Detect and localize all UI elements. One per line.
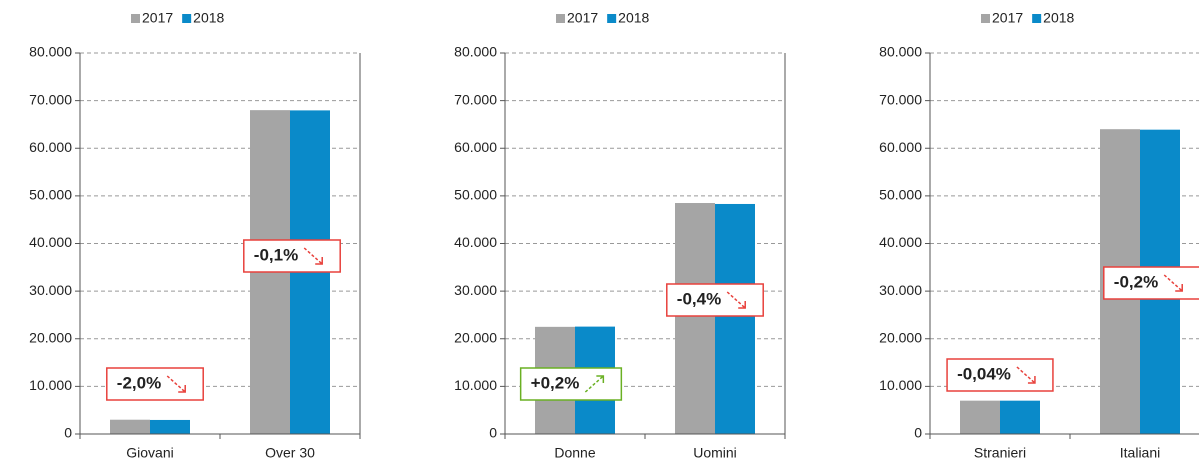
- legend-label: 2018: [1043, 10, 1074, 26]
- trend-arrowhead: [178, 385, 186, 393]
- trend-arrowhead: [738, 301, 746, 309]
- x-tick-label: Italiani: [1120, 445, 1160, 461]
- x-tick-label: Uomini: [693, 445, 737, 461]
- legend-label: 2017: [567, 10, 598, 26]
- y-tick-label: 40.000: [29, 234, 72, 250]
- y-tick-label: 60.000: [29, 139, 72, 155]
- trend-arrow: [584, 375, 604, 393]
- trend-arrowhead: [1027, 376, 1036, 384]
- y-tick-label: 40.000: [879, 234, 922, 250]
- y-tick-label: 60.000: [454, 139, 497, 155]
- annotation: -0,04%: [957, 364, 1011, 383]
- trend-arrow: [726, 291, 746, 309]
- annotation-box: [106, 367, 204, 401]
- y-tick-label: 10.000: [454, 377, 497, 393]
- y-tick-label: 0: [64, 425, 72, 441]
- y-tick-label: 20.000: [879, 329, 922, 345]
- x-tick-label: Donne: [554, 445, 595, 461]
- y-tick-label: 0: [489, 425, 497, 441]
- annotation-box: [519, 367, 623, 401]
- trend-arrow: [1163, 274, 1183, 292]
- legend-label: 2018: [193, 10, 224, 26]
- y-tick-label: 20.000: [454, 329, 497, 345]
- trend-arrowhead: [1175, 284, 1183, 292]
- bar: [150, 419, 190, 434]
- legend-swatch: [182, 14, 192, 23]
- legend-swatch: [556, 14, 565, 23]
- legend-swatch: [1032, 14, 1042, 23]
- x-tick-label: Over 30: [265, 445, 315, 461]
- y-tick-label: 80.000: [29, 44, 72, 60]
- y-tick-label: 70.000: [879, 91, 922, 107]
- annotation-box: [946, 358, 1054, 392]
- legend-swatch: [981, 14, 990, 23]
- annotation: -2,0%: [117, 373, 161, 392]
- y-tick-label: 10.000: [29, 377, 72, 393]
- legend-label: 2017: [992, 10, 1023, 26]
- y-tick-label: 30.000: [29, 282, 72, 298]
- y-tick-label: 10.000: [879, 377, 922, 393]
- chart: 0 10.000 20.000 30.000 40.000 50.000 60.000 70.…: [454, 10, 786, 461]
- trend-arrow: [303, 247, 323, 265]
- x-tick-label: Stranieri: [974, 445, 1026, 461]
- trend-arrow: [1016, 366, 1036, 384]
- y-tick-label: 50.000: [879, 187, 922, 203]
- bar: [960, 400, 1000, 434]
- y-tick-label: 70.000: [454, 91, 497, 107]
- bar: [675, 203, 715, 434]
- y-tick-label: 50.000: [29, 187, 72, 203]
- chart: 0 10.000 20.000 30.000 40.000 50.000 60.000 70.…: [29, 10, 361, 461]
- x-tick-label: Giovani: [126, 445, 173, 461]
- trend-arrowhead: [315, 257, 323, 265]
- annotation-box: [243, 239, 341, 273]
- trend-arrowhead: [596, 375, 605, 383]
- y-tick-label: 30.000: [879, 282, 922, 298]
- chart: 0 10.000 20.000 30.000 40.000 50.000 60.000 70.…: [879, 10, 1199, 461]
- legend-swatch: [131, 14, 140, 23]
- y-tick-label: 60.000: [879, 139, 922, 155]
- bar: [1000, 400, 1040, 434]
- y-tick-label: 20.000: [29, 329, 72, 345]
- bar: [110, 419, 150, 434]
- y-tick-label: 40.000: [454, 234, 497, 250]
- annotation-box: [666, 283, 764, 317]
- trend-arrow: [166, 375, 186, 393]
- y-tick-label: 0: [914, 425, 922, 441]
- y-tick-label: 30.000: [454, 282, 497, 298]
- legend-swatch: [607, 14, 617, 23]
- annotation: -0,2%: [1114, 272, 1158, 291]
- y-tick-label: 80.000: [454, 44, 497, 60]
- annotation: -0,1%: [254, 245, 298, 264]
- bar: [715, 203, 755, 434]
- legend-label: 2017: [142, 10, 173, 26]
- annotation-box: [1103, 266, 1199, 300]
- annotation: +0,2%: [531, 373, 580, 392]
- y-tick-label: 70.000: [29, 91, 72, 107]
- y-tick-label: 50.000: [454, 187, 497, 203]
- legend-label: 2018: [618, 10, 649, 26]
- annotation: -0,4%: [677, 289, 721, 308]
- y-tick-label: 80.000: [879, 44, 922, 60]
